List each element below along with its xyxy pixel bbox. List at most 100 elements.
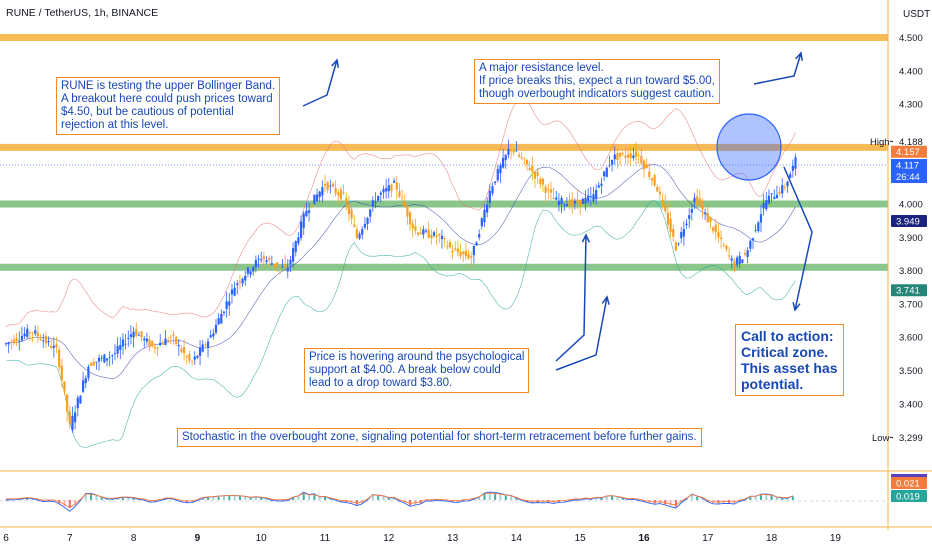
candle-body [217, 318, 220, 325]
candle-body [597, 185, 600, 188]
candle-body [789, 174, 792, 179]
indicator-bar [494, 493, 497, 500]
candle-body [499, 165, 502, 174]
candle-body [39, 338, 42, 340]
candle-body [701, 206, 704, 210]
indicator-bar [664, 500, 667, 505]
candle-body [175, 336, 178, 344]
arrow-to-support-2 [555, 296, 608, 371]
candle-body [781, 185, 784, 194]
indicator-bar [244, 496, 247, 500]
indicator-bar [738, 500, 741, 502]
candle-body [276, 262, 279, 268]
x-tick-label: 11 [320, 533, 331, 544]
candle-body [573, 200, 576, 204]
indicator-bar [164, 498, 167, 500]
candle-body [743, 252, 747, 255]
candle-body [36, 332, 39, 337]
level-line-support [0, 200, 888, 208]
candle-body [12, 339, 16, 344]
candle-body [198, 347, 202, 356]
candle-body [456, 248, 460, 253]
indicator-bar [31, 498, 34, 500]
arrow-up-right [753, 52, 802, 85]
indicator-value-b: 0.019 [896, 492, 920, 503]
indicator-bar [5, 500, 7, 501]
candle-body [451, 250, 454, 253]
indicator-bar [584, 498, 587, 500]
candle-body [648, 171, 651, 178]
candle-body [148, 339, 151, 348]
level-line-resistance [0, 34, 888, 41]
candle-body [363, 223, 366, 228]
candle-body [717, 232, 720, 238]
candle-body [10, 341, 13, 343]
candle-body [480, 218, 483, 227]
indicator-bar [249, 498, 252, 500]
candle-body [68, 411, 71, 425]
y-tick-label: 3.500 [899, 366, 923, 377]
candle-body [241, 278, 244, 284]
candle-body [603, 171, 606, 177]
candle-body [528, 168, 531, 171]
candle-body [536, 171, 539, 176]
candle-body [89, 363, 93, 367]
candle-body [403, 201, 406, 208]
band-tag: 3.949 [896, 216, 920, 227]
indicator-bar [568, 500, 571, 501]
candle-body [252, 267, 255, 272]
x-tick-label: 8 [131, 533, 137, 544]
y-tick-label: 4.500 [899, 33, 923, 44]
candle-body [366, 217, 369, 225]
candle-body [140, 331, 143, 338]
candle-body [132, 331, 135, 338]
candle-body [680, 232, 683, 239]
candle-body [113, 353, 117, 355]
indicator-bar [238, 496, 241, 500]
candle-body [440, 235, 444, 240]
indicator-bar [132, 498, 135, 500]
indicator-bar [63, 500, 66, 507]
candle-body [153, 346, 156, 349]
indicator-bar [90, 494, 93, 500]
candle-body [361, 228, 364, 235]
indicator-bar [212, 497, 215, 500]
candle-body [624, 155, 627, 158]
candle-body [52, 345, 55, 348]
low-label: Low [872, 433, 890, 444]
candle-body [151, 341, 154, 347]
candle-body [345, 198, 348, 203]
candle-body [212, 333, 215, 337]
indicator-bar [313, 494, 316, 500]
candle-body [504, 154, 507, 161]
high-label: High [870, 137, 890, 148]
candle-body [161, 344, 164, 345]
candle-body [563, 204, 566, 206]
indicator-bar [775, 497, 778, 500]
indicator-bar [207, 497, 210, 500]
candle-body [576, 199, 579, 204]
x-tick-label: 10 [256, 533, 268, 544]
indicator-pane [0, 470, 932, 512]
candle-body [746, 250, 749, 257]
candle-body [278, 266, 281, 267]
x-tick-label: 15 [575, 533, 587, 544]
candle-body [31, 332, 34, 334]
indicator-bar [377, 496, 380, 500]
candle-body [464, 250, 467, 257]
candle-body [520, 157, 523, 159]
candle-body [228, 301, 231, 306]
candle-body [116, 346, 119, 354]
indicator-bar [281, 500, 284, 501]
candle-body [76, 397, 79, 409]
candle-body [268, 257, 271, 260]
candle-body [81, 380, 85, 392]
candle-body [244, 275, 247, 281]
arrow-down-right-head [792, 302, 801, 312]
bollinger-basis-line [5, 164, 796, 380]
candle-body [331, 183, 335, 187]
candle-body [589, 196, 592, 197]
y-tick-label: 4.300 [899, 100, 923, 111]
indicator-bar [446, 500, 449, 501]
indicator-bar [52, 500, 55, 502]
